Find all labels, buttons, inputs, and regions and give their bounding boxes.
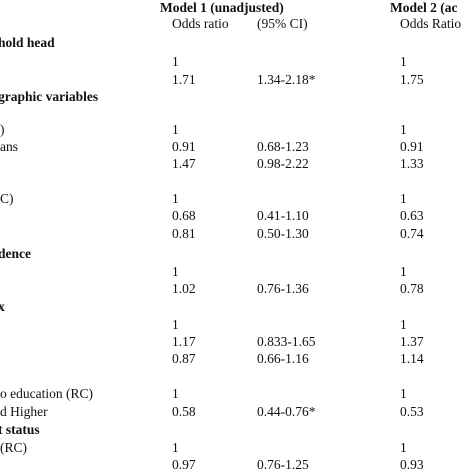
cell-or2: 1.37 <box>400 334 424 349</box>
model1-header: Model 1 (unadjusted) <box>160 0 284 15</box>
cell-or2: 0.91 <box>400 139 424 154</box>
cell-or: 1 <box>172 122 179 137</box>
cell-or: 0.58 <box>172 404 196 419</box>
cell-ci: 0.76-1.25 <box>257 457 309 472</box>
section-title: graphic variables <box>0 89 99 104</box>
cell-or2: 1 <box>400 122 407 137</box>
column-header: (95% CI) <box>257 16 308 31</box>
cell-ci: 0.68-1.23 <box>257 139 309 154</box>
cell-or: 0.91 <box>172 139 196 154</box>
cell-or: 1 <box>172 440 179 455</box>
cell-ci: 0.50-1.30 <box>257 226 309 241</box>
column-header: Odds ratio <box>172 16 229 31</box>
cell-or: 1 <box>172 191 179 206</box>
cell-label: d Higher <box>0 404 48 419</box>
cell-or2: 1.14 <box>400 351 424 366</box>
cell-or2: 0.74 <box>400 226 424 241</box>
cell-ci: 0.76-1.36 <box>257 281 309 296</box>
cell-or: 1 <box>172 386 179 401</box>
cell-or: 0.97 <box>172 457 196 472</box>
cell-or: 0.87 <box>172 351 196 366</box>
cell-label: ) <box>0 122 5 137</box>
cell-or2: 1.75 <box>400 72 424 87</box>
cell-or2: 1 <box>400 440 407 455</box>
cell-or2: 0.93 <box>400 457 424 472</box>
cell-ci: 0.44-0.76* <box>257 404 316 419</box>
cell-or: 1.47 <box>172 156 196 171</box>
cell-ci: 0.98-2.22 <box>257 156 309 171</box>
cell-or2: 1.33 <box>400 156 424 171</box>
cell-or: 1 <box>172 264 179 279</box>
cell-or2: 0.53 <box>400 404 424 419</box>
cell-or: 0.68 <box>172 208 196 223</box>
cell-or2: 1 <box>400 264 407 279</box>
cell-or2: 1 <box>400 317 407 332</box>
cell-or: 1.71 <box>172 72 196 87</box>
cell-label: o education (RC) <box>0 386 93 401</box>
cell-label: C) <box>0 191 14 206</box>
cell-or2: 0.63 <box>400 208 424 223</box>
section-title: t status <box>0 422 40 437</box>
cell-ci: 0.41-1.10 <box>257 208 309 223</box>
cell-ci: 0.833-1.65 <box>257 334 316 349</box>
cell-or2: 0.78 <box>400 281 424 296</box>
cell-label: ans <box>0 139 18 154</box>
cell-or: 1 <box>172 317 179 332</box>
cell-or: 0.81 <box>172 226 196 241</box>
cell-ci: 1.34-2.18* <box>257 72 316 87</box>
cell-label: (RC) <box>0 440 27 455</box>
cell-or2: 1 <box>400 54 407 69</box>
cell-or2: 1 <box>400 191 407 206</box>
section-title: dence <box>0 246 31 261</box>
cell-ci: 0.66-1.16 <box>257 351 309 366</box>
column-header: Odds Ratio <box>400 16 462 31</box>
cell-or: 1 <box>172 54 179 69</box>
cell-or2: 1 <box>400 386 407 401</box>
section-title: hold head <box>0 35 55 50</box>
cell-or: 1.02 <box>172 281 196 296</box>
section-title: x <box>0 299 5 314</box>
cell-or: 1.17 <box>172 334 196 349</box>
model2-header: Model 2 (ac <box>390 0 458 15</box>
